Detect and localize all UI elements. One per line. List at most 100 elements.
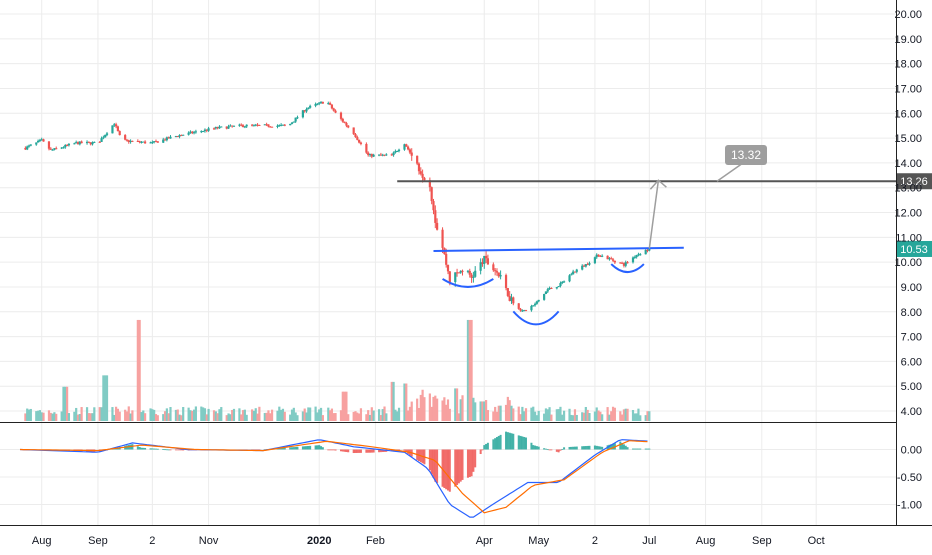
candle-body <box>419 171 422 174</box>
volume-bar <box>562 410 566 421</box>
candle-body <box>127 140 130 143</box>
candle-body <box>517 303 520 309</box>
histogram-bar <box>624 445 627 450</box>
candle-body <box>441 229 444 248</box>
histogram-bar <box>557 449 560 453</box>
volume-bar <box>162 414 165 421</box>
volume-bar <box>232 408 236 421</box>
candle-body <box>169 136 172 139</box>
candle-body <box>118 131 121 136</box>
volume-bar <box>621 414 624 421</box>
volume-bar <box>434 395 437 421</box>
volume-bar <box>494 406 497 421</box>
volume-bar <box>588 413 591 421</box>
volume-bar <box>256 413 259 421</box>
time-tick-label: Feb <box>366 535 385 547</box>
histogram-bar <box>646 448 649 450</box>
histogram-bar <box>428 449 431 471</box>
volume-bar <box>394 409 397 421</box>
candle-body <box>114 124 118 127</box>
volume-bar <box>167 413 170 421</box>
candle-body <box>559 283 562 287</box>
candle-body <box>67 143 71 146</box>
histogram-bar <box>459 449 462 482</box>
histogram-bar <box>316 445 319 450</box>
volume-bar <box>533 411 537 421</box>
indicator-series <box>19 431 651 518</box>
volume-bar <box>305 412 308 421</box>
time-tick-label: Nov <box>199 535 219 547</box>
candle-body <box>26 146 29 150</box>
volume-bar <box>276 410 279 421</box>
candle-body <box>151 142 154 144</box>
volume-bar <box>194 406 197 421</box>
candle-body <box>269 126 272 128</box>
candle-body <box>646 249 649 251</box>
histogram-bar <box>584 446 587 450</box>
volume-bar <box>240 414 243 421</box>
histogram-bar <box>379 449 382 453</box>
target-label-bg <box>725 145 767 165</box>
volume-bar <box>582 412 586 421</box>
candle-body <box>430 187 433 202</box>
candle-body <box>570 274 573 276</box>
candle-body <box>494 270 497 272</box>
histogram-bar <box>472 449 475 472</box>
candle-body <box>339 112 343 119</box>
volume-bar <box>624 408 627 421</box>
volume-bar <box>559 406 562 421</box>
volume-bar <box>358 413 361 421</box>
histogram-bar <box>354 449 357 453</box>
volume-bar <box>430 406 433 421</box>
volume-bar <box>497 405 500 421</box>
histogram-bar <box>548 449 551 451</box>
candle-body <box>265 124 268 126</box>
volume-bar <box>114 406 118 421</box>
histogram-bar <box>294 446 297 450</box>
volume-bar <box>613 407 616 421</box>
candle-body <box>512 297 515 304</box>
candle-body <box>292 121 295 123</box>
histogram-bar <box>403 449 406 451</box>
candle-body <box>372 154 375 157</box>
histogram-bar <box>301 446 304 450</box>
histogram-bar <box>305 446 308 450</box>
price-tick-label: 13.00 <box>894 183 922 195</box>
volume-bar <box>212 410 216 421</box>
candle-body <box>416 155 419 164</box>
histogram-bar <box>524 437 527 450</box>
volume-bar <box>27 409 31 421</box>
histogram-bar <box>508 432 511 450</box>
price-tick-label: 10.00 <box>894 257 922 269</box>
candle-body <box>332 108 335 111</box>
candle-body <box>42 139 45 142</box>
time-tick-label: Jul <box>642 535 656 547</box>
candle-body <box>497 272 500 277</box>
candle-body <box>572 271 575 275</box>
volume-bar <box>334 413 337 421</box>
volume-bar <box>42 412 45 421</box>
candle-body <box>163 139 167 141</box>
volume-bar <box>347 414 350 421</box>
histogram-bar <box>523 436 526 450</box>
volume-bar <box>416 398 419 421</box>
volume-bar <box>383 406 386 421</box>
volume-bar <box>432 396 435 421</box>
volume-bar <box>327 407 330 421</box>
histogram-bar <box>599 446 602 450</box>
candle-body <box>410 152 413 156</box>
volume-bar <box>225 415 228 421</box>
volume-bar <box>316 412 319 421</box>
volume-bar <box>289 414 292 421</box>
candle-body <box>251 124 254 126</box>
candle-body <box>309 105 312 108</box>
candle-body <box>156 141 159 143</box>
candle-body <box>270 126 274 128</box>
histogram-bar <box>432 449 435 478</box>
indicator-tick-label: -0.50 <box>897 472 922 484</box>
candle-body <box>648 248 651 251</box>
histogram-bar <box>430 449 433 475</box>
candle-body <box>550 287 553 289</box>
volume-bar <box>329 410 332 421</box>
candle-body <box>385 154 388 156</box>
